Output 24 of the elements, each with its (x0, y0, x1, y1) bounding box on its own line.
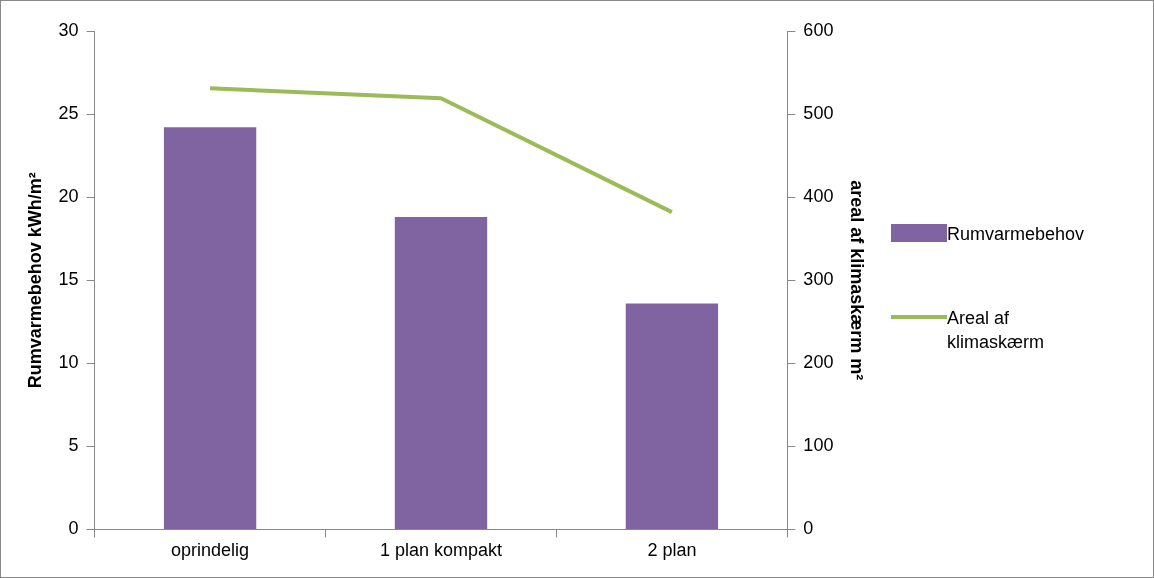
y-tick-label: 15 (58, 269, 79, 290)
y-tick-label: 0 (68, 518, 79, 539)
y2-tick-label: 300 (803, 269, 834, 290)
x-tick-label: 2 plan (647, 540, 697, 561)
y2-tick-label: 100 (803, 435, 834, 456)
bar (163, 127, 257, 529)
y-tick-label: 30 (58, 19, 79, 40)
y-axis-title: Rumvarmebehov kWh/m² (24, 172, 45, 389)
legend-label: Areal af klimaskærm (947, 307, 1045, 354)
bar (625, 303, 719, 529)
y-tick-label: 5 (68, 435, 79, 456)
y-tick-label: 20 (58, 186, 79, 207)
legend-label: Rumvarmebehov (947, 223, 1086, 246)
y-tick-label: 10 (58, 352, 79, 373)
x-tick-label: 1 plan kompakt (379, 540, 503, 561)
y2-tick-label: 400 (803, 186, 834, 207)
y-tick-label: 25 (58, 103, 79, 124)
x-tick-label: oprindelig (171, 540, 250, 561)
y2-tick-label: 600 (803, 19, 834, 40)
bar (394, 217, 488, 529)
y2-tick-label: 0 (803, 518, 814, 539)
y2-axis-title: areal af klimaskærm m² (847, 180, 868, 381)
y2-tick-label: 500 (803, 103, 834, 124)
y2-tick-label: 200 (803, 352, 834, 373)
